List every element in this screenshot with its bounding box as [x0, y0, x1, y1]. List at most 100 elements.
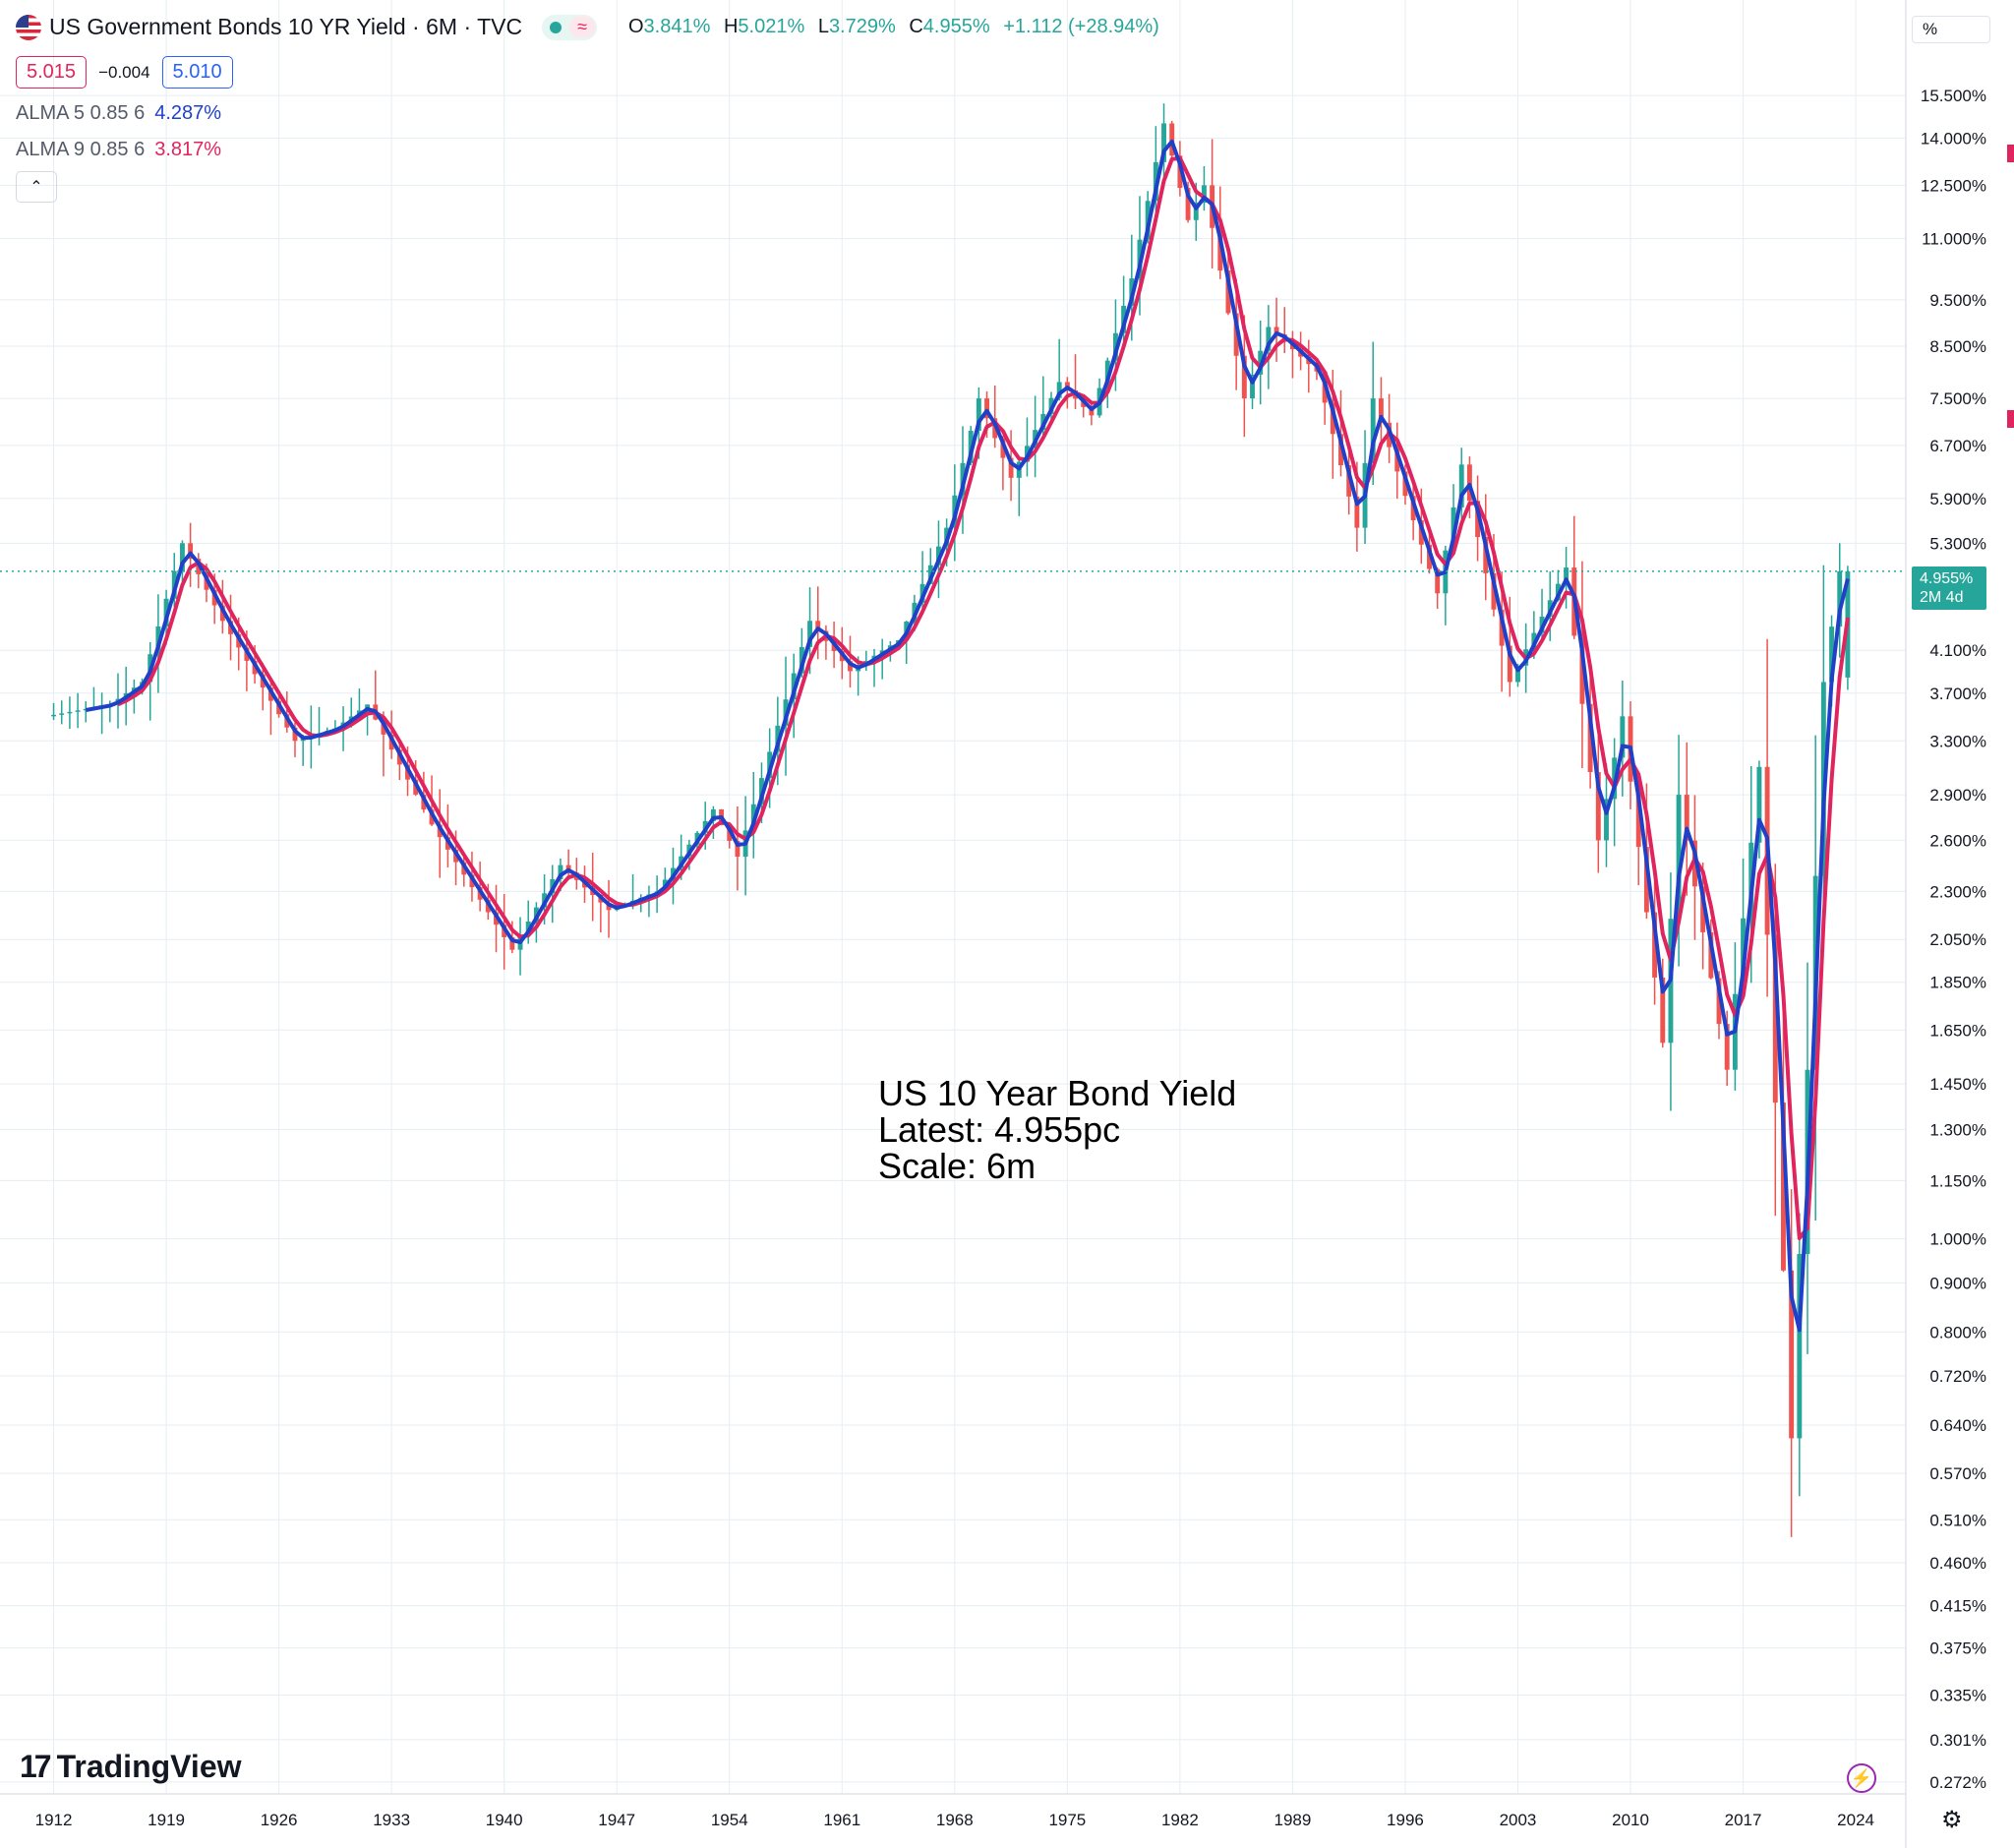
candle-body: [1684, 795, 1689, 841]
candle-body: [67, 711, 73, 714]
y-tick-label: 0.375%: [1929, 1639, 1986, 1658]
candle-body: [1635, 781, 1641, 848]
y-tick-label: 6.700%: [1929, 437, 1986, 455]
y-tick-label: 4.100%: [1929, 641, 1986, 660]
candle-body: [807, 621, 813, 647]
candle-body: [1435, 568, 1441, 594]
candle-body: [51, 714, 56, 717]
x-tick-label: 2024: [1837, 1811, 1874, 1829]
price-scale-unit[interactable]: %: [1912, 16, 1990, 43]
candle-body: [1829, 626, 1835, 683]
candle-body: [1274, 327, 1279, 335]
y-tick-label: 8.500%: [1929, 337, 1986, 356]
candle-body: [558, 864, 563, 879]
symbol-title[interactable]: US Government Bonds 10 YR Yield · 6M · T…: [49, 14, 523, 39]
candle-body: [1217, 227, 1223, 271]
y-tick-label: 2.900%: [1929, 786, 1986, 805]
y-tick-label: 5.900%: [1929, 490, 1986, 508]
candle-body: [1797, 1254, 1803, 1439]
y-tick-label: 1.650%: [1929, 1021, 1986, 1040]
candle-body: [75, 710, 81, 712]
candle-body: [1643, 847, 1649, 913]
price-scale: 15.500% 14.000% 12.500% 11.000% 9.500% 8.500%…: [1921, 87, 1986, 1792]
candle-body: [1193, 203, 1199, 220]
candle-body: [1579, 635, 1585, 704]
x-tick-label: 1989: [1274, 1811, 1312, 1829]
buy-button[interactable]: 5.010: [161, 56, 233, 89]
chart-grid: [0, 0, 1906, 1794]
candle-body: [1620, 716, 1626, 758]
y-tick-label: 7.500%: [1929, 389, 1986, 408]
x-tick-label: 1926: [261, 1811, 298, 1829]
bar-countdown: 2M 4d: [1920, 589, 1964, 606]
chevron-up-icon: ⌃: [30, 179, 43, 196]
tradingview-logo[interactable]: 17 TradingView: [20, 1749, 242, 1785]
candle-body: [1789, 1270, 1795, 1439]
x-tick-label: 2003: [1500, 1811, 1537, 1829]
candle-body: [1660, 977, 1666, 1043]
candles-layer: [51, 103, 1851, 1537]
y-tick-label: 0.510%: [1929, 1511, 1986, 1529]
candle-body: [1233, 313, 1239, 356]
x-tick-label: 1982: [1161, 1811, 1199, 1829]
candle-body: [1604, 799, 1609, 841]
candle-body: [1564, 567, 1570, 584]
candle-body: [1056, 382, 1062, 398]
y-tick-label: 0.720%: [1929, 1367, 1986, 1386]
candle-body: [1266, 327, 1272, 351]
lightning-icon[interactable]: ⚡: [1847, 1763, 1876, 1793]
y-tick-label: 0.301%: [1929, 1731, 1986, 1750]
candle-body: [509, 936, 515, 950]
candle-body: [1354, 496, 1360, 528]
alma-5-line: [85, 139, 1850, 1333]
x-tick-label: 1961: [823, 1811, 860, 1829]
x-tick-label: 2017: [1725, 1811, 1762, 1829]
annotation-line: Latest: 4.955pc: [878, 1109, 1121, 1150]
collapse-legend-button[interactable]: ⌃: [16, 171, 57, 203]
candle-body: [1225, 270, 1231, 314]
market-open-dot-icon: [550, 21, 563, 33]
indicator-alma-9[interactable]: ALMA 9 0.85 6 3.817%: [16, 139, 221, 161]
candle-body: [1515, 665, 1520, 683]
indicator-label: ALMA 5 0.85 6: [16, 102, 146, 124]
alma-lines-layer: [85, 139, 1850, 1333]
market-status[interactable]: ≈: [542, 14, 597, 40]
settings-gear-icon[interactable]: ⚙: [1941, 1807, 1963, 1833]
candle-body: [1652, 912, 1658, 978]
candle-body: [59, 713, 65, 715]
sell-button[interactable]: 5.015: [16, 56, 88, 89]
candle-body: [1724, 1024, 1730, 1070]
candle-body: [984, 398, 989, 419]
x-tick-label: 2010: [1612, 1811, 1649, 1829]
candle-body: [1507, 645, 1512, 683]
chart-annotation[interactable]: US 10 Year Bond Yield Latest: 4.955pc Sc…: [878, 1075, 1236, 1184]
y-tick-label: 1.150%: [1929, 1171, 1986, 1190]
change-value: +1.112 (+28.94%): [1003, 16, 1159, 37]
y-tick-label: 1.450%: [1929, 1075, 1986, 1094]
annotation-line: US 10 Year Bond Yield: [878, 1073, 1237, 1113]
candle-body: [1089, 406, 1095, 416]
delayed-data-icon: ≈: [569, 17, 595, 37]
x-tick-label: 1940: [486, 1811, 523, 1829]
indicator-alma-5[interactable]: ALMA 5 0.85 6 4.287%: [16, 102, 221, 125]
x-tick-label: 1919: [148, 1811, 185, 1829]
candle-body: [1378, 398, 1384, 423]
candle-body: [1700, 886, 1706, 932]
y-tick-label: 3.700%: [1929, 685, 1986, 703]
high-value: 5.021%: [738, 16, 805, 37]
candle-body: [1161, 123, 1166, 162]
candle-body: [1338, 434, 1343, 466]
y-tick-label: 11.000%: [1922, 230, 1986, 249]
indicator-value: 4.287%: [154, 102, 222, 124]
candle-body: [1008, 457, 1014, 478]
candle-body: [1772, 934, 1778, 1103]
x-tick-label: 1947: [598, 1811, 635, 1829]
low-value: 3.729%: [828, 16, 896, 37]
candle-body: [1483, 537, 1489, 573]
y-tick-label: 0.415%: [1929, 1597, 1986, 1616]
candle-body: [1475, 501, 1481, 538]
y-tick-label: 5.300%: [1929, 534, 1986, 553]
candle-body: [1716, 978, 1722, 1025]
x-tick-label: 1912: [35, 1811, 73, 1829]
